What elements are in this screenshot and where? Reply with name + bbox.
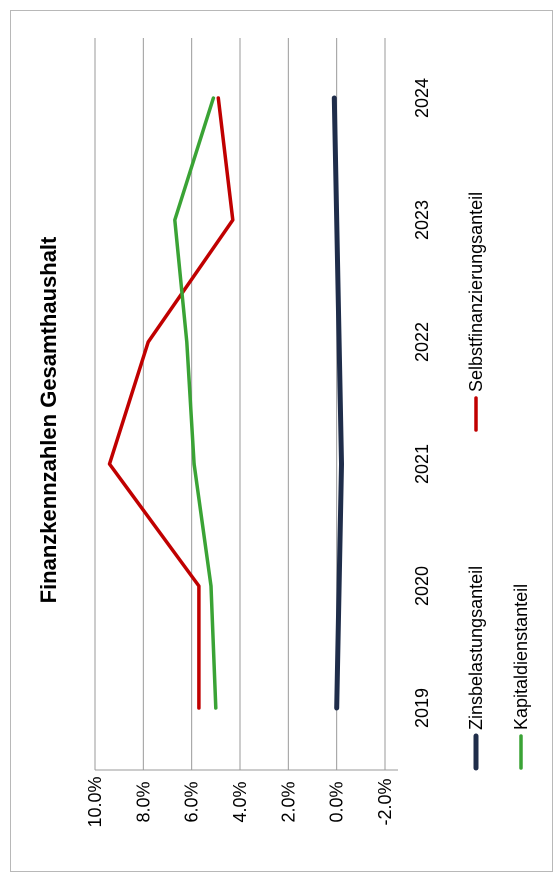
legend-label: Kapitaldienstanteil <box>511 584 531 730</box>
value-axis-tick-labels: -2.0% 0.0% 2.0% 4.0% 6.0% 8.0% 10.0% <box>85 776 395 827</box>
category-tick-label: 2024 <box>412 78 432 118</box>
legend-label: Zinsbelastungsanteil <box>466 566 486 730</box>
value-tick-label: 4.0% <box>230 781 250 822</box>
value-tick-label: 8.0% <box>133 781 153 822</box>
series-line <box>173 96 218 710</box>
chart-frame <box>10 10 553 872</box>
legend-item: Selbstfinanzierungsanteil <box>466 192 486 432</box>
series-line <box>331 95 344 711</box>
category-tick-label: 2020 <box>412 566 432 606</box>
series-lines <box>107 95 344 711</box>
legend-item: Kapitaldienstanteil <box>511 584 531 770</box>
chart-title: Finanzkennzahlen Gesamthaushalt <box>36 236 61 603</box>
value-tick-label: 10.0% <box>85 776 105 827</box>
category-tick-label: 2022 <box>412 322 432 362</box>
category-axis-tick-labels: 2019 2020 2021 2022 2023 2024 <box>412 78 432 728</box>
legend-label: Selbstfinanzierungsanteil <box>466 192 486 392</box>
series-line <box>107 96 235 710</box>
legend: Zinsbelastungsanteil Selbstfinanzierungsa… <box>466 192 531 771</box>
category-tick-label: 2021 <box>412 444 432 484</box>
category-tick-label: 2019 <box>412 688 432 728</box>
legend-item: Zinsbelastungsanteil <box>466 566 486 771</box>
value-tick-label: -2.0% <box>375 778 395 825</box>
value-tick-label: 6.0% <box>182 781 202 822</box>
category-tick-label: 2023 <box>412 200 432 240</box>
value-tick-label: 0.0% <box>327 781 347 822</box>
value-tick-label: 2.0% <box>278 781 298 822</box>
